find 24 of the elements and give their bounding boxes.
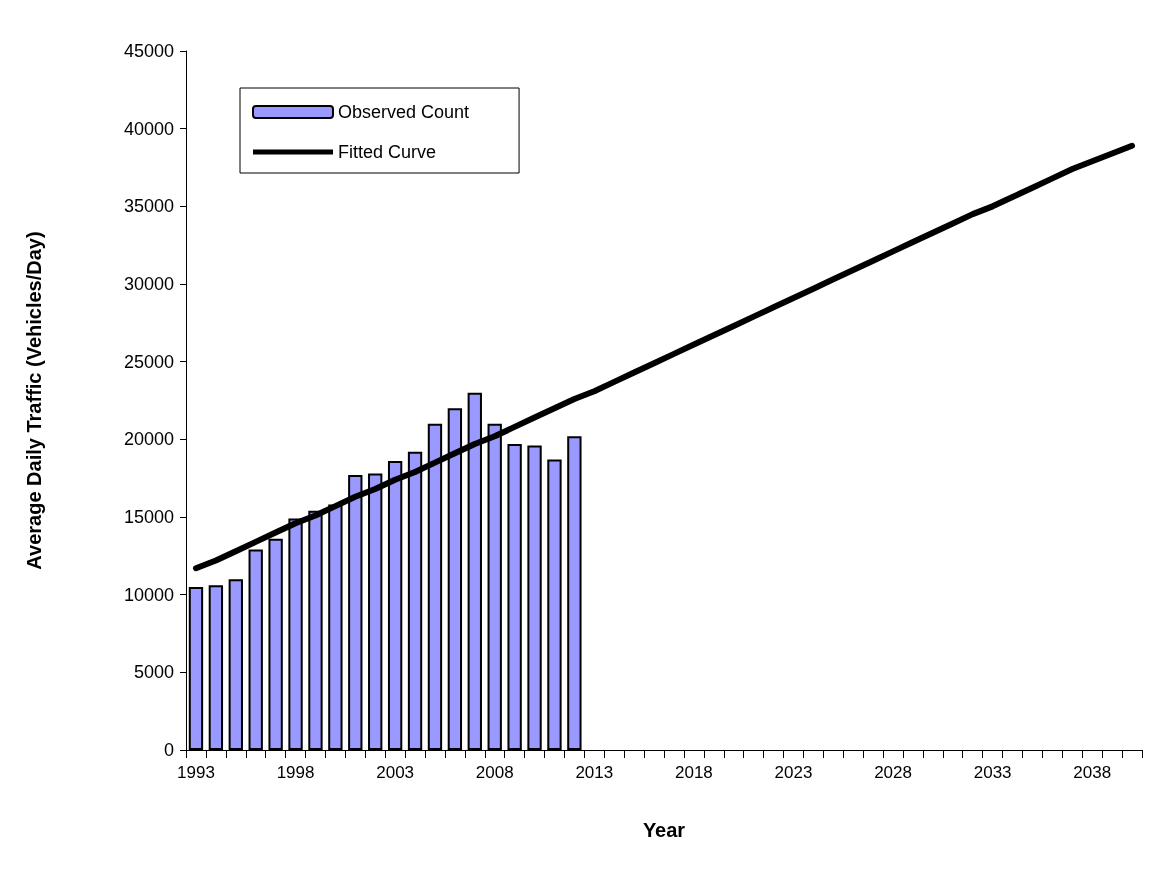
y-tick-label: 15000 — [123, 507, 174, 527]
legend-label: Observed Count — [338, 102, 470, 122]
x-tick-label: 2033 — [973, 763, 1012, 782]
y-tick-label: 0 — [163, 740, 174, 760]
y-tick-label: 25000 — [123, 351, 174, 372]
x-tick-label: 1998 — [276, 763, 315, 782]
x-tick-label: 2028 — [874, 763, 912, 782]
x-tick-label: 2038 — [1073, 763, 1112, 782]
x-tick-label: 2013 — [575, 763, 614, 782]
y-tick-label: 30000 — [123, 274, 174, 294]
x-tick-label: 1993 — [177, 763, 215, 782]
y-tick-label: 20000 — [123, 429, 174, 450]
y-axis-title: Average Daily Traffic (Vehicles/Day) — [23, 231, 45, 570]
y-tick-label: 10000 — [123, 584, 174, 605]
y-tick-label: 35000 — [123, 196, 174, 217]
y-tick-label: 45000 — [123, 41, 174, 61]
x-tick-label: 2008 — [475, 763, 514, 782]
x-axis-title: Year — [642, 819, 686, 841]
y-tick-label: 5000 — [133, 662, 174, 683]
legend-label: Fitted Curve — [338, 142, 437, 162]
x-tick-label: 2018 — [674, 763, 713, 782]
x-tick-label: 2003 — [376, 763, 415, 782]
x-tick-label: 2023 — [774, 763, 813, 782]
y-tick-label: 40000 — [123, 118, 174, 139]
